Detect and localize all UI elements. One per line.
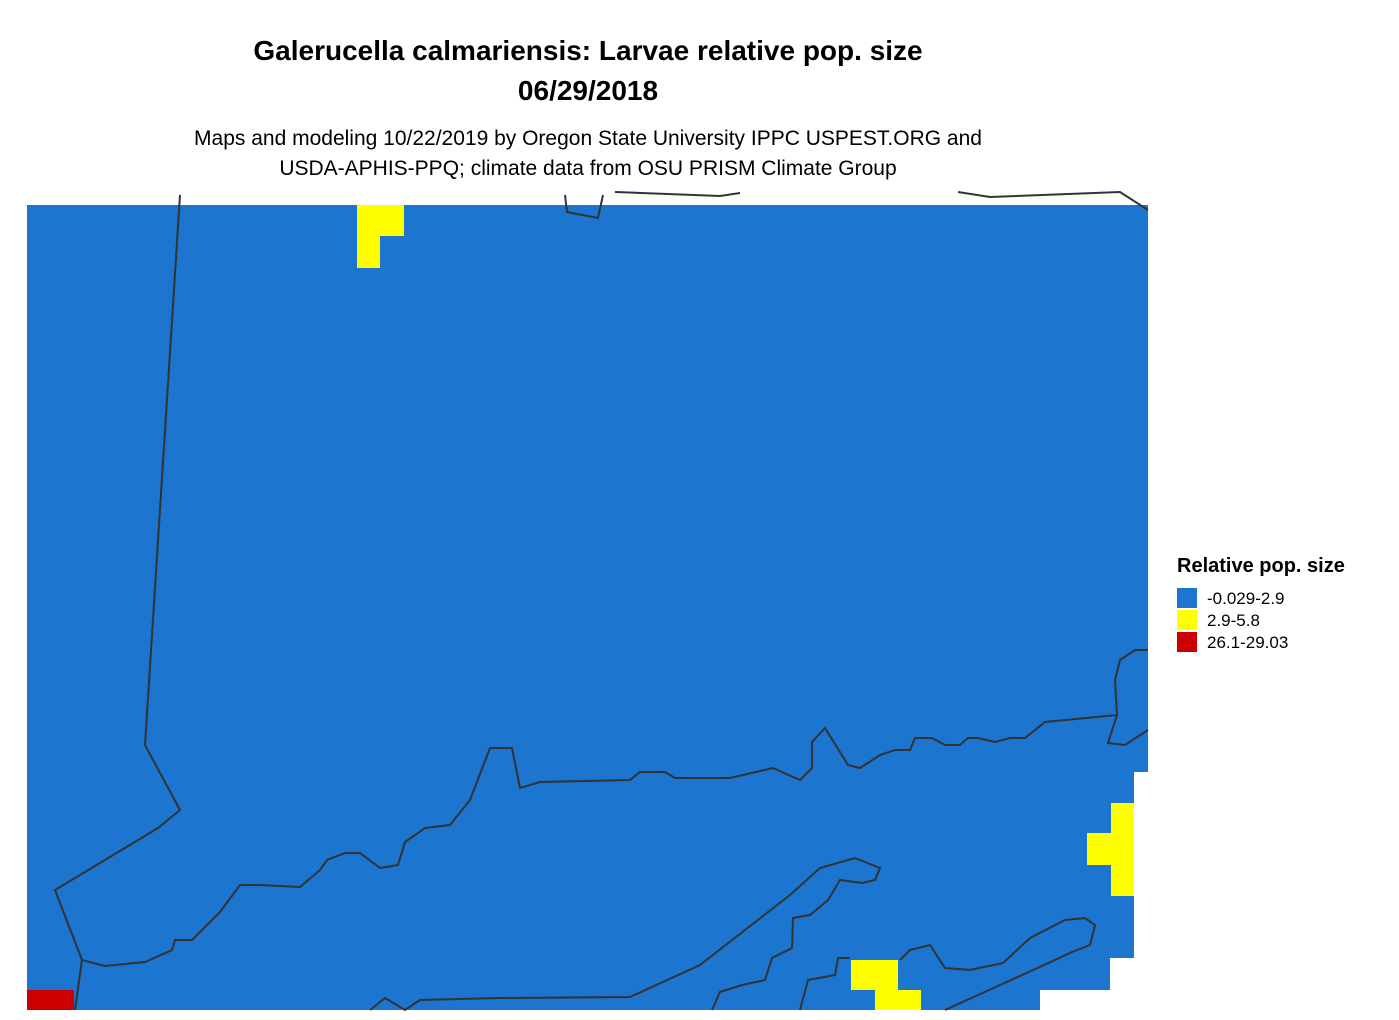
legend-title: Relative pop. size [1177, 555, 1345, 577]
legend-label: -0.029-2.9 [1207, 589, 1285, 608]
title: Galerucella calmariensis: Larvae relativ… [253, 35, 922, 66]
legend-label: 2.9-5.8 [1207, 611, 1260, 630]
title: 06/29/2018 [518, 75, 658, 106]
region [27, 205, 1148, 1010]
subtitle: USDA-APHIS-PPQ; climate data from OSU PR… [279, 157, 896, 180]
cells [27, 990, 74, 1010]
legend-swatch [1177, 632, 1197, 652]
legend-swatch [1177, 610, 1197, 630]
cells [357, 205, 1134, 1010]
boundaries [53, 190, 1149, 1012]
legend-swatch [1177, 588, 1197, 608]
subtitle: Maps and modeling 10/22/2019 by Oregon S… [194, 127, 982, 150]
map [27, 190, 1149, 1012]
legend-label: 26.1-29.03 [1207, 633, 1288, 652]
legend: -0.029-2.9 2.9-5.8 26.1-29.03 [1177, 588, 1288, 652]
